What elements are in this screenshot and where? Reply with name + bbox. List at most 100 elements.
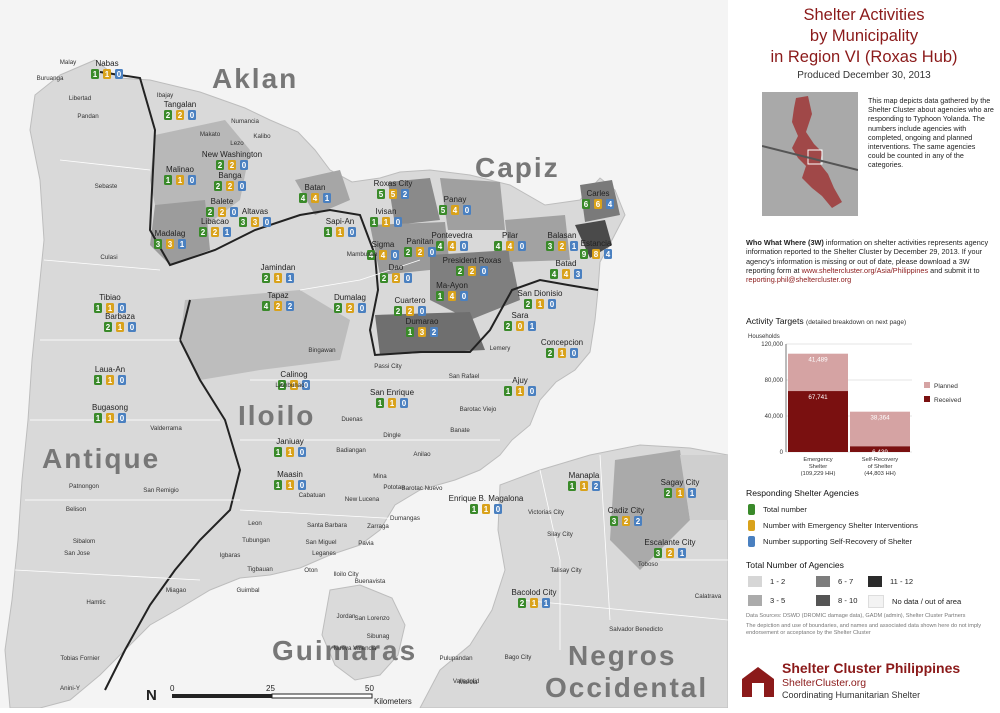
scale-bar: N 0 25 50 Kilometers	[146, 684, 412, 706]
place-leganes: Leganes	[312, 550, 336, 557]
emergency-count-badge	[594, 199, 602, 209]
count-value: 3	[253, 218, 258, 227]
count-value: 0	[360, 304, 365, 313]
municipality-san-dionisio: San Dionisio 2 1 0	[518, 289, 563, 309]
total-count-badge	[370, 217, 378, 227]
municipality-name: Malinao	[166, 165, 195, 174]
total-count-badge	[439, 205, 447, 215]
count-value: 2	[394, 274, 399, 283]
emergency-count-badge	[346, 303, 354, 313]
zone-roxas	[388, 178, 440, 225]
emergency-count-badge	[451, 205, 459, 215]
three-w-email[interactable]: reporting.phil@sheltercluster.org	[746, 275, 852, 285]
class-11-12: 11 - 12	[868, 576, 913, 587]
count-value: 0	[520, 242, 525, 251]
total-count-badge	[94, 303, 102, 313]
recovery-count-badge	[298, 480, 306, 490]
municipality-barbaza: Barbaza 2 1 0	[104, 312, 136, 332]
place-lezo: Lezo	[230, 140, 244, 147]
count-value: 5	[379, 190, 384, 199]
recovery-count-badge	[518, 241, 526, 251]
count-value: 4	[301, 194, 306, 203]
brand-site[interactable]: ShelterCluster.org	[782, 677, 867, 689]
count-value: 2	[220, 208, 225, 217]
total-count-badge	[518, 598, 526, 608]
count-value: 2	[470, 267, 475, 276]
emergency-count-badge	[218, 207, 226, 217]
y-tick-label: 40,000	[765, 414, 784, 420]
scale-tick-50: 50	[365, 684, 374, 693]
place-calatrava: Calatrava	[695, 593, 722, 600]
place-lemery: Lemery	[490, 345, 512, 352]
class-1-2: 1 - 2	[748, 576, 785, 587]
three-w-paragraph: Who What Where (3W) information on shelt…	[746, 238, 991, 284]
count-value: 2	[408, 307, 413, 316]
count-value: 2	[432, 328, 437, 337]
place-pandan: Pandan	[77, 113, 99, 120]
municipality-name: Panitan	[406, 237, 433, 246]
place-duenas: Duenas	[341, 416, 362, 423]
count-value: 1	[276, 448, 281, 457]
recovery-count-badge	[115, 69, 123, 79]
count-value: 2	[594, 482, 599, 491]
count-value: 1	[390, 399, 395, 408]
emergency-count-badge	[176, 175, 184, 185]
emergency-count-badge	[379, 250, 387, 260]
scale-tick-25: 25	[266, 684, 275, 693]
count-value: 1	[292, 381, 297, 390]
x-category-label: (44,803 HH)	[864, 471, 896, 477]
count-value: 2	[228, 182, 233, 191]
scale-tick-0: 0	[170, 684, 175, 693]
count-value: 0	[393, 251, 398, 260]
total-count-badge	[546, 348, 554, 358]
legend-received-swatch	[924, 396, 930, 402]
count-value: 2	[560, 242, 565, 251]
municipality-name: Bacolod City	[512, 588, 557, 597]
count-value: 1	[384, 218, 389, 227]
place-malay: Malay	[60, 59, 77, 66]
recovery-count-badge	[528, 321, 536, 331]
recovery-count-badge	[604, 249, 612, 259]
total-count-badge	[494, 241, 502, 251]
count-value: 2	[106, 323, 111, 332]
count-value: 1	[438, 292, 443, 301]
bar-received	[850, 446, 910, 452]
count-value: 3	[656, 549, 661, 558]
count-value: 0	[462, 242, 467, 251]
count-value: 1	[560, 349, 565, 358]
x-category-label: Emergency	[803, 457, 832, 463]
emergency-count-badge	[448, 241, 456, 251]
recovery-count-badge	[178, 239, 186, 249]
count-value: 1	[678, 489, 683, 498]
count-value: 0	[190, 111, 195, 120]
count-value: 1	[108, 376, 113, 385]
recovery-count-badge	[240, 160, 248, 170]
count-value: 1	[276, 274, 281, 283]
activity-targets-chart: Households 0 40,000 80,000 120,000 67,741 41…	[748, 334, 961, 477]
municipality-name: Sagay City	[661, 478, 700, 487]
count-value: 0	[120, 414, 125, 423]
municipality-name: Banga	[218, 171, 242, 180]
chart-ylabel: Households	[748, 334, 780, 340]
municipal-boundaries	[14, 159, 729, 650]
province-label-capiz: Capiz	[475, 152, 560, 183]
count-value: 2	[396, 307, 401, 316]
count-value: 1	[180, 240, 185, 249]
map-svg: Aklan Capiz Iloilo Antique Guimaras Negr…	[0, 0, 729, 709]
x-category-label: of Shelter	[868, 464, 893, 470]
legend-emergency-shelter: Number with Emergency Shelter Interventi…	[748, 520, 918, 531]
total-count-badge	[274, 480, 282, 490]
legend-panel: Shelter Activities by Municipality in Re…	[728, 0, 1000, 708]
count-value: 4	[608, 200, 613, 209]
municipality-name: Sigma	[372, 240, 395, 249]
three-w-link[interactable]: www.sheltercluster.org/Asia/Philippines	[801, 265, 929, 275]
x-category-label: Shelter	[809, 464, 827, 470]
place-san-jose: San Jose	[64, 550, 90, 557]
total-count-badge	[334, 303, 342, 313]
place-belison: Belison	[66, 506, 87, 513]
